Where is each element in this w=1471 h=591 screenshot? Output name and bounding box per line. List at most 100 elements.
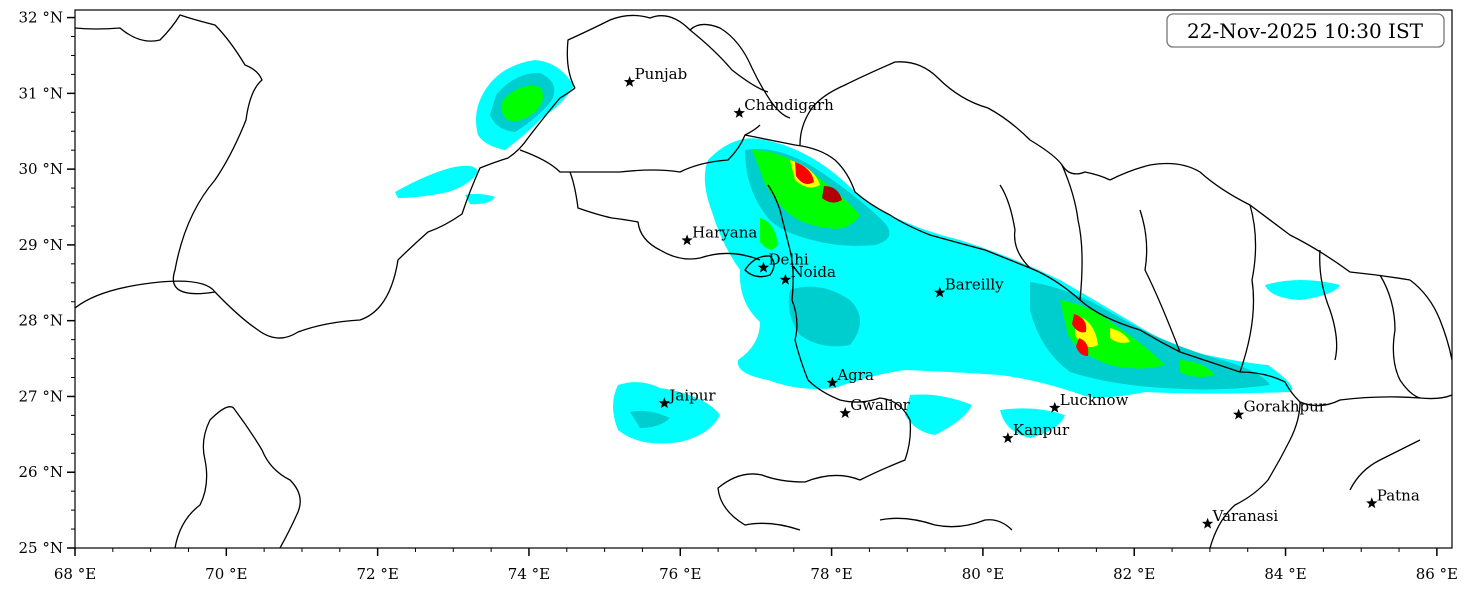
star-marker-icon — [1232, 408, 1245, 420]
city-label: Haryana — [692, 223, 757, 241]
plot-frame — [74, 9, 1453, 549]
delhi-outline — [744, 255, 775, 278]
tick-layer: 68 °E 70 °E 72 °E 74 °E 76 °E 78 °E 80 °E 82 °E… — [19, 9, 1459, 583]
star-marker-icon — [681, 234, 693, 246]
city-patna: Patna — [1366, 486, 1420, 509]
precipitation-layer — [395, 60, 1340, 444]
city-label: Varanasi — [1212, 507, 1279, 525]
echo-cyan-jaipur — [613, 382, 720, 444]
y-tick-label: 30 °N — [19, 160, 63, 178]
up-bihar-border — [1209, 401, 1301, 548]
city-varanasi: Varanasi — [1201, 507, 1279, 529]
uttarakhand-border — [744, 134, 1301, 403]
y-tick-label: 28 °N — [19, 312, 63, 330]
echo-red-north-1 — [795, 162, 814, 184]
city-label: Gorakhpur — [1244, 398, 1327, 416]
nepal-upper-border — [799, 61, 1111, 181]
x-tick-label: 76 °E — [659, 565, 701, 583]
echo-green-delhi — [760, 218, 778, 250]
echo-teal-jaipur — [630, 410, 670, 428]
y-tick-label: 25 °N — [19, 539, 63, 557]
southwest-curve — [174, 406, 236, 548]
mp-south-border — [879, 517, 1013, 531]
city-label: Punjab — [635, 65, 688, 83]
y-tick-label: 31 °N — [19, 84, 63, 102]
timestamp-label: 22-Nov-2025 10:30 IST — [1187, 19, 1424, 43]
pakistan-province-line — [75, 14, 263, 295]
x-tick-label: 82 °E — [1113, 565, 1155, 583]
echo-cyan-south-lobe — [905, 394, 972, 435]
echo-cyan-west-streak — [395, 165, 478, 198]
city-kanpur: Kanpur — [1002, 421, 1070, 443]
echo-cyan-west-blob — [465, 193, 495, 205]
international-border-west — [75, 87, 576, 339]
y-tick-label: 26 °N — [19, 463, 63, 481]
himachal-border — [689, 23, 791, 119]
star-marker-icon — [826, 376, 839, 388]
far-east-upper — [1379, 274, 1421, 399]
nepal-province-4 — [1239, 204, 1257, 373]
bihar-border — [1299, 394, 1452, 407]
city-noida: Noida — [779, 263, 836, 285]
rajasthan-south — [234, 409, 301, 548]
city-bareilly: Bareilly — [934, 276, 1004, 298]
star-marker-icon — [757, 261, 770, 273]
nepal-province-2 — [1061, 164, 1083, 301]
star-marker-icon — [839, 407, 851, 418]
x-tick-label: 86 °E — [1416, 565, 1458, 583]
city-agra: Agra — [826, 366, 874, 388]
echo-cyan-lucknow — [1000, 408, 1065, 438]
city-gorakhpur: Gorakhpur — [1232, 398, 1327, 420]
star-marker-icon — [623, 75, 636, 87]
nepal-province-5 — [1319, 249, 1338, 361]
star-marker-icon — [1049, 401, 1061, 413]
y-tick-label: 29 °N — [19, 236, 63, 254]
star-marker-icon — [934, 286, 946, 298]
rajasthan-border — [569, 171, 761, 261]
y-tick-label: 32 °N — [19, 9, 63, 27]
echo-green-north — [752, 150, 860, 229]
city-label: Lucknow — [1060, 391, 1129, 409]
star-marker-icon — [733, 107, 745, 118]
city-haryana: Haryana — [681, 223, 757, 246]
city-label: Noida — [790, 263, 836, 281]
city-label: Chandigarh — [744, 96, 834, 114]
city-punjab: Punjab — [623, 65, 688, 87]
x-tick-label: 80 °E — [962, 565, 1004, 583]
bihar-inner — [1349, 439, 1421, 491]
echo-darkred-north-2 — [822, 186, 842, 203]
timestamp-box: 22-Nov-2025 10:30 IST — [1166, 13, 1445, 48]
x-tick-label: 72 °E — [356, 565, 398, 583]
city-gwalior: Gwalior — [839, 396, 911, 418]
echo-yellow-east-2 — [1110, 328, 1130, 343]
haryana-up-border — [767, 184, 809, 381]
city-label: Kanpur — [1013, 421, 1070, 439]
city-label: Patna — [1377, 486, 1420, 504]
echo-teal-central — [788, 286, 860, 347]
echo-green-east-tail — [1180, 360, 1215, 377]
x-tick-label: 84 °E — [1264, 565, 1306, 583]
star-marker-icon — [1366, 497, 1378, 509]
x-tick-label: 74 °E — [508, 565, 550, 583]
nepal-east-border — [1109, 162, 1411, 281]
city-label: Jaipur — [667, 386, 716, 404]
y-tick-label: 27 °N — [19, 387, 63, 405]
x-tick-label: 70 °E — [205, 565, 247, 583]
city-label: Agra — [836, 366, 874, 384]
boundary-lines — [75, 14, 1452, 548]
x-tick-label: 78 °E — [810, 565, 852, 583]
echo-red-east-2 — [1076, 338, 1089, 356]
echo-red-east-1 — [1072, 314, 1087, 333]
star-marker-icon — [1002, 432, 1014, 443]
city-chandigarh: Chandigarh — [733, 96, 834, 118]
east-edge-border — [1409, 279, 1452, 361]
city-label: Gwalior — [850, 396, 910, 414]
city-jaipur: Jaipur — [658, 386, 716, 409]
star-marker-icon — [1201, 517, 1214, 529]
x-tick-label: 68 °E — [54, 565, 96, 583]
city-delhi: Delhi — [757, 251, 809, 273]
city-label: Delhi — [769, 251, 809, 269]
echo-green-nw — [501, 85, 544, 121]
